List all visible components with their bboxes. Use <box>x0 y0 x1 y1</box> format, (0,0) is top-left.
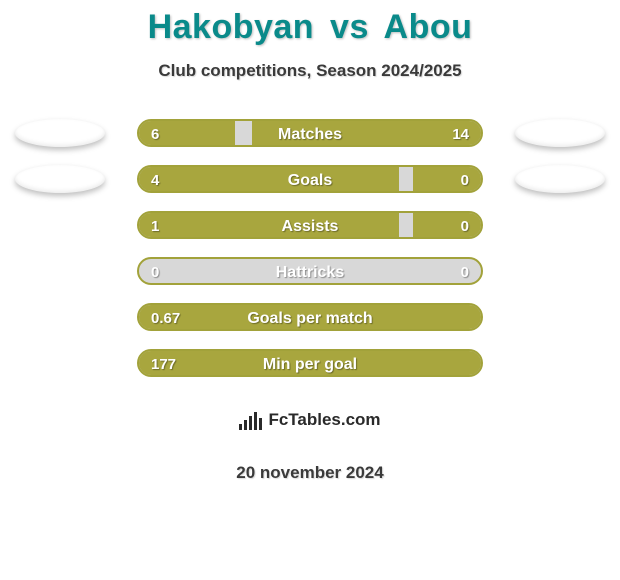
logo-text: FcTables.com <box>268 410 380 430</box>
stat-row: 0.67Goals per match <box>0 303 620 331</box>
value-right: 0 <box>449 213 481 239</box>
team-badge-left <box>15 119 105 147</box>
player1-name: Hakobyan <box>148 8 315 46</box>
team-badge-right <box>515 165 605 193</box>
value-left: 4 <box>139 167 171 193</box>
title-vs: vs <box>330 8 369 46</box>
value-left: 0.67 <box>139 305 192 331</box>
subtitle: Club competitions, Season 2024/2025 <box>0 61 620 81</box>
team-badge-left <box>15 165 105 193</box>
value-left: 1 <box>139 213 171 239</box>
stat-row: 0 0Hattricks <box>0 257 620 285</box>
team-badge-right <box>515 119 605 147</box>
stat-row: 40Goals <box>0 165 620 193</box>
logo-bar-icon <box>254 412 257 430</box>
bar-track: 614Matches <box>137 119 483 147</box>
bar-left <box>139 213 399 239</box>
comparison-card: Hakobyan vs Abou Club competitions, Seas… <box>0 0 620 580</box>
bar-track: 0.67Goals per match <box>137 303 483 331</box>
logo-bars-icon <box>239 410 262 430</box>
value-left: 0 <box>139 259 171 285</box>
stat-row: 10Assists <box>0 211 620 239</box>
stat-row: 177Min per goal <box>0 349 620 377</box>
logo-bar-icon <box>244 420 247 430</box>
bar-track: 177Min per goal <box>137 349 483 377</box>
value-right: 0 <box>449 259 481 285</box>
date-label: 20 november 2024 <box>0 463 620 483</box>
metric-label: Hattricks <box>139 259 481 285</box>
page-title: Hakobyan vs Abou <box>0 0 620 47</box>
player2-name: Abou <box>384 8 473 46</box>
value-right: 14 <box>440 121 481 147</box>
bar-track: 10Assists <box>137 211 483 239</box>
value-left: 6 <box>139 121 171 147</box>
bar-left <box>139 167 399 193</box>
stat-row: 614Matches <box>0 119 620 147</box>
value-left: 177 <box>139 351 188 377</box>
logo-bar-icon <box>259 418 262 430</box>
fctables-logo: FcTables.com <box>209 395 411 445</box>
value-right: 0 <box>449 167 481 193</box>
bar-track: 40Goals <box>137 165 483 193</box>
stats-chart: 614Matches40Goals10Assists00Hattricks0.6… <box>0 119 620 377</box>
logo-bar-icon <box>239 424 242 430</box>
bar-left <box>139 351 481 377</box>
bar-track: 0 0Hattricks <box>137 257 483 285</box>
logo-bar-icon <box>249 416 252 430</box>
